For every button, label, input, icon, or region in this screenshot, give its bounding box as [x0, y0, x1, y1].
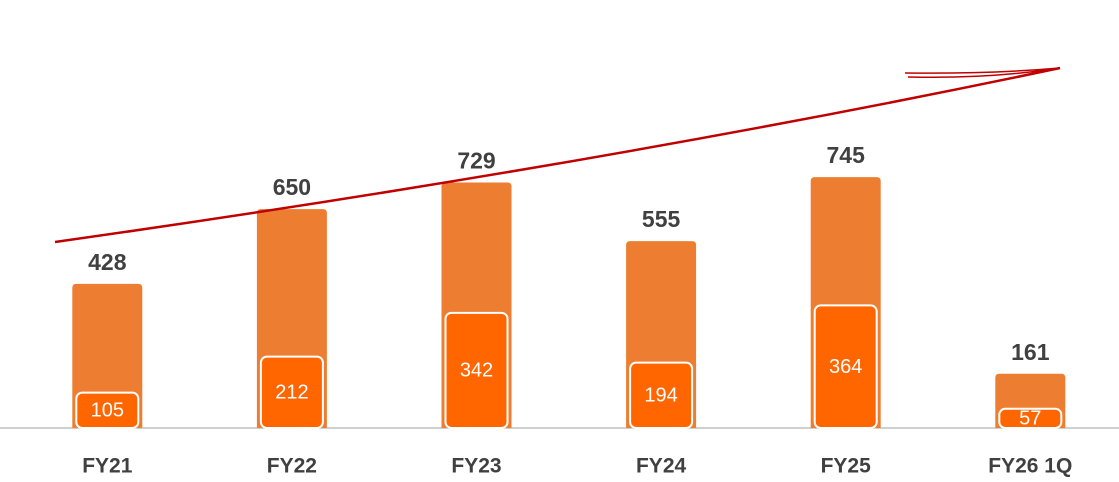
inner-label: 57 [1019, 408, 1041, 430]
value-label: 555 [642, 206, 681, 232]
bars: 428 105 FY21 650 212 FY22 729 342 FY23 555 194 FY24… [72, 142, 1072, 478]
x-tick-label: FY21 [82, 455, 133, 478]
inner-bar [629, 361, 694, 429]
value-label: 650 [273, 174, 311, 200]
x-tick-label: FY22 [267, 455, 317, 478]
value-label: 729 [457, 148, 495, 174]
inner-bar [259, 355, 324, 429]
value-label: 745 [827, 142, 866, 168]
inner-label: 342 [460, 360, 493, 382]
trend-arrow-head [904, 67, 1061, 79]
value-label: 161 [1011, 339, 1050, 365]
inner-label: 194 [644, 385, 677, 407]
x-tick-label: FY24 [636, 455, 687, 478]
x-tick-label: FY26 1Q [988, 455, 1072, 478]
inner-label: 105 [91, 400, 124, 422]
inner-label: 212 [275, 382, 308, 404]
value-label: 428 [88, 249, 127, 275]
inner-label: 364 [829, 356, 862, 378]
x-tick-label: FY23 [451, 455, 501, 478]
x-tick-label: FY25 [821, 455, 872, 478]
inner-bar [75, 391, 140, 429]
inner-bar [813, 304, 878, 429]
inner-bar [444, 311, 509, 429]
trend-arrow [54, 66, 1061, 244]
inner-bar [998, 407, 1063, 429]
